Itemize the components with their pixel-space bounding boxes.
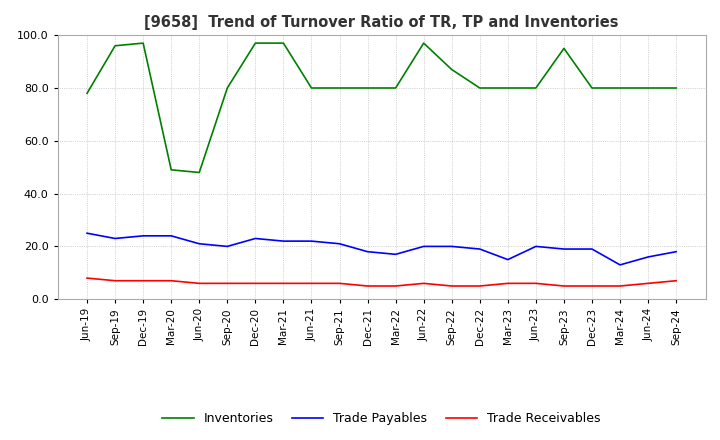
Trade Payables xyxy=(336,241,344,246)
Legend: Inventories, Trade Payables, Trade Receivables: Inventories, Trade Payables, Trade Recei… xyxy=(157,407,606,430)
Trade Payables xyxy=(531,244,540,249)
Trade Payables xyxy=(195,241,204,246)
Title: [9658]  Trend of Turnover Ratio of TR, TP and Inventories: [9658] Trend of Turnover Ratio of TR, TP… xyxy=(144,15,619,30)
Trade Payables xyxy=(588,246,596,252)
Trade Receivables xyxy=(364,283,372,289)
Trade Receivables xyxy=(279,281,288,286)
Trade Receivables xyxy=(644,281,652,286)
Trade Payables xyxy=(616,262,624,268)
Trade Receivables xyxy=(251,281,260,286)
Inventories xyxy=(475,85,484,91)
Trade Receivables xyxy=(616,283,624,289)
Line: Trade Receivables: Trade Receivables xyxy=(87,278,676,286)
Inventories xyxy=(251,40,260,46)
Inventories xyxy=(559,46,568,51)
Inventories xyxy=(531,85,540,91)
Trade Payables xyxy=(111,236,120,241)
Trade Receivables xyxy=(167,278,176,283)
Trade Receivables xyxy=(559,283,568,289)
Trade Receivables xyxy=(336,281,344,286)
Trade Payables xyxy=(139,233,148,238)
Trade Receivables xyxy=(588,283,596,289)
Inventories xyxy=(167,167,176,172)
Trade Payables xyxy=(167,233,176,238)
Trade Payables xyxy=(503,257,512,262)
Trade Payables xyxy=(475,246,484,252)
Trade Receivables xyxy=(419,281,428,286)
Trade Payables xyxy=(83,231,91,236)
Trade Receivables xyxy=(672,278,680,283)
Trade Receivables xyxy=(475,283,484,289)
Inventories xyxy=(83,91,91,96)
Trade Receivables xyxy=(223,281,232,286)
Inventories xyxy=(644,85,652,91)
Trade Payables xyxy=(672,249,680,254)
Inventories xyxy=(419,40,428,46)
Trade Payables xyxy=(391,252,400,257)
Inventories xyxy=(139,40,148,46)
Inventories xyxy=(336,85,344,91)
Line: Inventories: Inventories xyxy=(87,43,676,172)
Trade Payables xyxy=(307,238,316,244)
Trade Payables xyxy=(419,244,428,249)
Inventories xyxy=(503,85,512,91)
Trade Receivables xyxy=(447,283,456,289)
Trade Payables xyxy=(447,244,456,249)
Inventories xyxy=(391,85,400,91)
Trade Payables xyxy=(364,249,372,254)
Trade Receivables xyxy=(503,281,512,286)
Trade Receivables xyxy=(307,281,316,286)
Trade Payables xyxy=(251,236,260,241)
Inventories xyxy=(616,85,624,91)
Trade Receivables xyxy=(391,283,400,289)
Inventories xyxy=(364,85,372,91)
Inventories xyxy=(279,40,288,46)
Inventories xyxy=(223,85,232,91)
Inventories xyxy=(111,43,120,48)
Inventories xyxy=(307,85,316,91)
Line: Trade Payables: Trade Payables xyxy=(87,233,676,265)
Inventories xyxy=(588,85,596,91)
Trade Payables xyxy=(559,246,568,252)
Trade Payables xyxy=(644,254,652,260)
Trade Receivables xyxy=(195,281,204,286)
Inventories xyxy=(672,85,680,91)
Trade Payables xyxy=(223,244,232,249)
Trade Receivables xyxy=(531,281,540,286)
Trade Receivables xyxy=(139,278,148,283)
Inventories xyxy=(195,170,204,175)
Inventories xyxy=(447,67,456,72)
Trade Receivables xyxy=(83,275,91,281)
Trade Receivables xyxy=(111,278,120,283)
Trade Payables xyxy=(279,238,288,244)
